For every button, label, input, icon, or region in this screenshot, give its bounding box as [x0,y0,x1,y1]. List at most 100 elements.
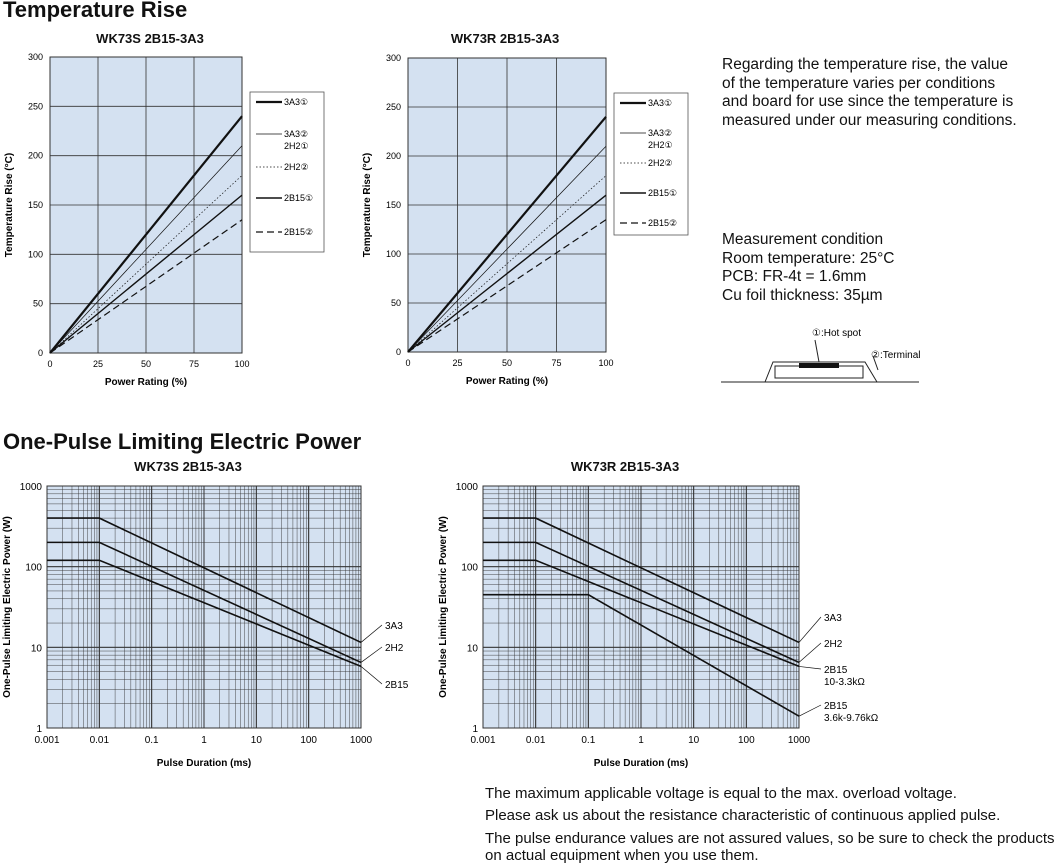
y-tick-label: 300 [386,53,401,63]
chart-title-wk73s-pulse: WK73S 2B15-3A3 [134,459,242,474]
legend-label: 3A3① [648,98,672,108]
series-line [49,145,243,354]
legend-label: 2B15① [284,193,313,203]
legend-label: 2B15② [648,218,677,228]
legend-label: 2B15② [284,227,313,237]
series-label-leader [798,704,822,717]
series-label: 3A3 [385,621,403,632]
y-tick-label: 100 [25,563,42,574]
y-tick-label: 50 [391,298,401,308]
chart-title-wk73r-pulse: WK73R 2B15-3A3 [570,459,680,474]
y-tick-label: 0 [396,347,401,357]
y-tick-label: 150 [28,200,43,210]
x-tick-label: 1 [201,735,207,746]
y-tick-label: 1000 [456,482,479,493]
x-axis-label: Power Rating (%) [105,377,187,388]
series-label-leader [798,616,822,643]
y-tick-label: 200 [28,151,43,161]
x-tick-label: 10 [251,735,263,746]
series-label: 2H2 [385,643,404,654]
measurement-pcb: PCB: FR-4t = 1.6mm [722,268,867,285]
note-max-voltage: The maximum applicable voltage is equal … [485,785,957,802]
legend-label: 2H2① [648,140,673,150]
x-tick-label: 10 [688,735,700,746]
legend-label: 3A3② [284,129,308,139]
series-line [49,219,243,354]
series-label: 2H2 [824,639,843,650]
legend-box [249,91,325,253]
legend-label: 3A3① [284,97,308,107]
note-pulse-endurance: The pulse endurance values are not assur… [485,830,1055,864]
series-label-leader [360,624,383,643]
series-label-leader [360,646,383,663]
x-tick-label: 0.001 [34,735,59,746]
y-axis-label: Temperature Rise (°C) [362,153,373,257]
series-line [407,194,607,353]
series-line [407,116,607,353]
temp-rise-chart-wk73r: 0 25 50 75 100 0 50 100 150 200 250 300 Power Rating… [362,53,689,387]
hot-spot-label: ①:Hot spot [812,328,861,339]
y-tick-label: 10 [467,643,479,654]
x-tick-label: 1000 [350,735,373,746]
legend-label: 2H2① [284,141,309,151]
legend-label: 2H2② [648,158,673,168]
y-tick-label: 250 [386,102,401,112]
note-continuous-pulse: Please ask us about the resistance chara… [485,807,1001,824]
x-tick-label: 50 [502,358,512,368]
series-label: 3A3 [824,613,842,624]
x-axis-label: Power Rating (%) [466,376,548,387]
x-tick-label: 0 [405,358,410,368]
legend-label: 2H2② [284,162,309,172]
y-tick-label: 100 [28,249,43,259]
terminal-label: ②:Terminal [871,350,921,361]
x-tick-label: 0.1 [581,735,595,746]
x-tick-label: 1000 [788,735,811,746]
y-tick-label: 50 [33,299,43,309]
x-tick-label: 100 [598,358,613,368]
series-label: 2B15 [385,680,409,691]
measurement-room-temp: Room temperature: 25°C [722,250,895,267]
series-line [483,559,800,668]
series-line [407,145,607,353]
x-tick-label: 50 [141,359,151,369]
x-tick-label: 1 [638,735,644,746]
measurement-cu-foil: Cu foil thickness: 35µm [722,287,883,304]
x-tick-label: 25 [93,359,103,369]
measurement-condition-title: Measurement condition [722,231,884,248]
legend-box [613,92,689,236]
y-axis-label: Temperature Rise (°C) [4,153,15,257]
series-label: 2B15 [824,665,848,676]
y-tick-label: 150 [386,200,401,210]
x-tick-label: 75 [551,358,561,368]
series-line [47,541,362,664]
series-line [483,541,800,664]
temperature-note-paragraph: Regarding the temperature rise, the valu… [722,56,1017,129]
y-tick-label: 200 [386,151,401,161]
series-label: 2B15 [824,701,848,712]
series-label-leader [360,666,383,685]
y-tick-label: 1 [36,724,42,735]
resistor-cross-section-diagram: ①:Hot spot ②:Terminal [721,328,921,383]
one-pulse-heading: One-Pulse Limiting Electric Power [3,429,362,454]
series-line [483,593,800,717]
temp-rise-chart-wk73s: 0 25 50 75 100 0 50 100 150 200 250 300 Power Rating… [4,52,325,388]
series-line [483,517,800,644]
series-line [47,517,362,644]
series-line [49,175,243,354]
x-tick-label: 25 [452,358,462,368]
y-tick-label: 100 [461,563,478,574]
y-axis-label: One-Pulse Limiting Electric Power (W) [2,516,13,698]
hot-spot-leader [814,339,820,363]
x-axis-label: Pulse Duration (ms) [157,758,251,769]
series-label-leader [798,642,822,663]
x-tick-label: 100 [300,735,317,746]
x-tick-label: 0 [47,359,52,369]
y-tick-label: 10 [31,643,43,654]
series-line [407,175,607,353]
x-tick-label: 75 [189,359,199,369]
y-tick-label: 1 [472,724,478,735]
chart-title-wk73s-temp: WK73S 2B15-3A3 [96,31,204,46]
x-axis-label: Pulse Duration (ms) [594,758,688,769]
x-tick-label: 0.01 [90,735,110,746]
series-line [49,194,243,354]
